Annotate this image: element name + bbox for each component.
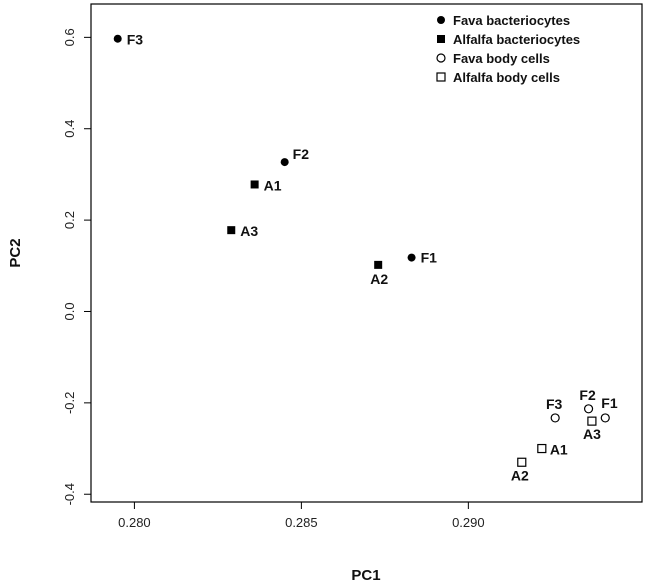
x-axis: 0.280 0.285 0.290 bbox=[118, 502, 485, 530]
y-axis-title: PC2 bbox=[7, 238, 24, 267]
legend-marker bbox=[437, 35, 445, 43]
data-point-label: A2 bbox=[370, 271, 388, 287]
data-point-marker bbox=[600, 413, 610, 423]
legend-label: Fava bacteriocytes bbox=[453, 13, 570, 28]
data-points: F3 F2 F1 A1 A3 A2 F3 F2 F1 A1 A2 A3 bbox=[113, 32, 618, 483]
data-point-marker bbox=[587, 416, 597, 426]
data-point-marker bbox=[517, 457, 527, 467]
data-point-label: A2 bbox=[511, 467, 529, 483]
legend-label: Alfalfa bacteriocytes bbox=[453, 32, 580, 47]
data-point-marker bbox=[407, 253, 416, 262]
y-tick-label: 0.0 bbox=[62, 302, 77, 320]
x-tick-label: 0.290 bbox=[452, 515, 485, 530]
data-point-marker bbox=[113, 34, 122, 43]
data-point-marker bbox=[583, 404, 594, 414]
data-point-label: A1 bbox=[550, 442, 568, 458]
data-point-marker bbox=[550, 413, 560, 423]
y-axis: -0.4 -0.2 0.0 0.2 0.4 0.6 bbox=[62, 28, 91, 505]
y-tick-label: 0.6 bbox=[62, 28, 77, 46]
data-point-marker bbox=[227, 226, 236, 235]
data-point-label: A1 bbox=[264, 177, 282, 193]
data-point-label: F2 bbox=[293, 146, 310, 162]
data-point-label: A3 bbox=[583, 426, 601, 442]
x-tick-label: 0.285 bbox=[285, 515, 318, 530]
legend-label: Alfalfa body cells bbox=[453, 70, 560, 85]
y-tick-label: -0.4 bbox=[62, 483, 77, 505]
y-tick-label: 0.4 bbox=[62, 120, 77, 138]
data-point-label: F2 bbox=[579, 387, 596, 403]
data-point-marker bbox=[537, 443, 547, 454]
plot-frame bbox=[90, 3, 643, 503]
x-tick-label: 0.280 bbox=[118, 515, 151, 530]
data-point-marker bbox=[250, 180, 259, 189]
data-point-label: F3 bbox=[127, 32, 144, 48]
y-tick-label: 0.2 bbox=[62, 211, 77, 229]
data-point-marker bbox=[280, 158, 289, 167]
x-axis-title: PC1 bbox=[351, 567, 380, 584]
data-point-label: F1 bbox=[601, 395, 618, 411]
data-point-label: F3 bbox=[546, 396, 563, 412]
data-point-label: A3 bbox=[240, 223, 258, 239]
legend-marker bbox=[436, 72, 446, 82]
data-point-marker bbox=[374, 260, 383, 269]
data-point-label: F1 bbox=[421, 250, 438, 266]
legend: Fava bacteriocytes Alfalfa bacteriocytes F… bbox=[436, 13, 580, 85]
legend-marker bbox=[437, 16, 445, 24]
legend-label: Fava body cells bbox=[453, 51, 550, 66]
y-tick-label: -0.2 bbox=[62, 392, 77, 414]
legend-marker bbox=[436, 53, 446, 63]
